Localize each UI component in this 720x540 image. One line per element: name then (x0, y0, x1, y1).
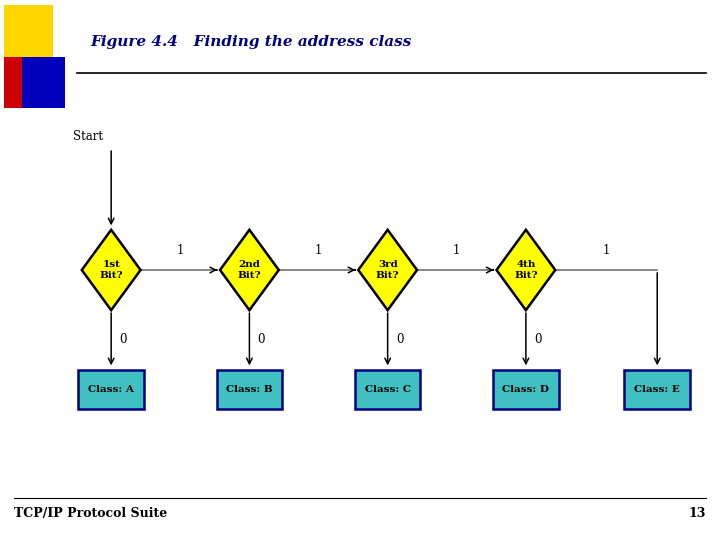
Text: 0: 0 (396, 334, 403, 347)
Text: Class: C: Class: C (364, 384, 410, 394)
Text: 0: 0 (120, 334, 127, 347)
Text: Class: B: Class: B (226, 384, 273, 394)
Text: 3rd
Bit?: 3rd Bit? (376, 260, 400, 280)
Bar (493, 370, 559, 409)
Text: Class: A: Class: A (89, 384, 134, 394)
Text: 1: 1 (176, 244, 184, 257)
Text: 1: 1 (603, 244, 610, 257)
Bar (355, 370, 420, 409)
Text: 0: 0 (258, 334, 265, 347)
Text: 1: 1 (453, 244, 461, 257)
Text: 1st
Bit?: 1st Bit? (99, 260, 123, 280)
Polygon shape (497, 230, 555, 310)
Polygon shape (359, 230, 417, 310)
Text: 1: 1 (315, 244, 323, 257)
Text: 2nd
Bit?: 2nd Bit? (238, 260, 261, 280)
Text: 4th
Bit?: 4th Bit? (514, 260, 538, 280)
Text: Start: Start (73, 130, 103, 144)
Text: 13: 13 (688, 507, 706, 520)
Polygon shape (220, 230, 279, 310)
Text: Class: E: Class: E (634, 384, 680, 394)
Polygon shape (82, 230, 140, 310)
Text: Class: D: Class: D (503, 384, 549, 394)
Text: Figure 4.4   Finding the address class: Figure 4.4 Finding the address class (91, 35, 412, 49)
Bar (624, 370, 690, 409)
Text: 0: 0 (534, 334, 541, 347)
Bar (78, 370, 144, 409)
Bar (217, 370, 282, 409)
Text: TCP/IP Protocol Suite: TCP/IP Protocol Suite (14, 507, 168, 520)
